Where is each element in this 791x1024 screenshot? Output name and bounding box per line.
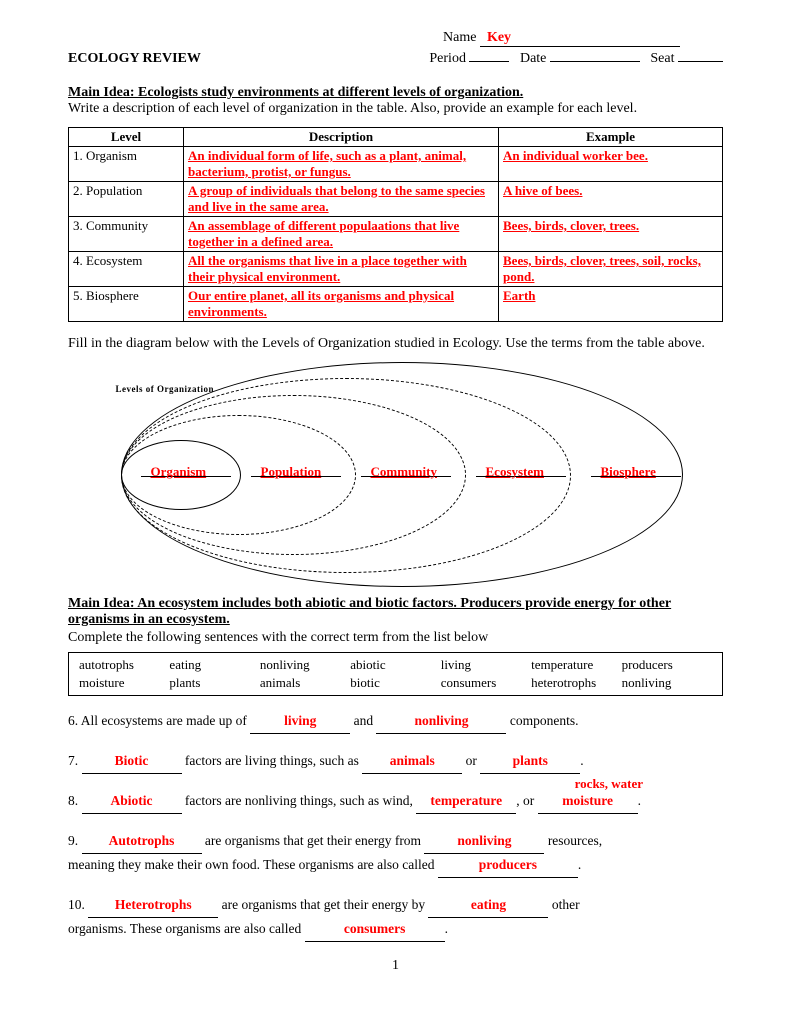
question-9: 9. Autotrophs are organisms that get the… (68, 830, 723, 878)
question-7: 7. Biotic factors are living things, suc… (68, 750, 723, 774)
th-level: Level (69, 128, 184, 147)
header-row-2: ECOLOGY REVIEW Period Date Seat (68, 51, 723, 67)
diagram-label: Population (261, 464, 322, 480)
diagram-label: Organism (151, 464, 207, 480)
th-example: Example (499, 128, 723, 147)
table-row: 5. BiosphereOur entire planet, all its o… (69, 287, 723, 322)
table-row: 1. OrganismAn individual form of life, s… (69, 147, 723, 182)
page-title: ECOLOGY REVIEW (68, 51, 201, 67)
wordbank-term: nonliving (622, 675, 712, 691)
name-label: Name (443, 30, 476, 45)
wordbank-term: eating (169, 657, 259, 673)
main-idea-1: Main Idea: Ecologists study environments… (68, 85, 723, 101)
levels-diagram: Levels of Organization Organism Populatio… (96, 360, 696, 580)
page-number: 1 (68, 958, 723, 974)
wordbank-term: biotic (350, 675, 440, 691)
wordbank-term: heterotrophs (531, 675, 621, 691)
table-row: 2. PopulationA group of individuals that… (69, 182, 723, 217)
wordbank-term: abiotic (350, 657, 440, 673)
wordbank-term: nonliving (260, 657, 350, 673)
table-row: 3. CommunityAn assemblage of different p… (69, 217, 723, 252)
wordbank: autotrophseatingnonlivingabioticlivingte… (68, 652, 723, 696)
question-6: 6. All ecosystems are made up of living … (68, 710, 723, 734)
levels-table: Level Description Example 1. OrganismAn … (68, 127, 723, 322)
diagram-label: Biosphere (601, 464, 656, 480)
wordbank-term: animals (260, 675, 350, 691)
question-8: 8. Abiotic factors are nonliving things,… (68, 790, 723, 814)
diagram-label: Community (371, 464, 437, 480)
main-idea-2: Main Idea: An ecosystem includes both ab… (68, 596, 723, 628)
period-date-seat: Period Date Seat (429, 51, 723, 67)
instruction-2: Complete the following sentences with th… (68, 630, 723, 646)
fill-instruction: Fill in the diagram below with the Level… (68, 336, 723, 352)
wordbank-term: moisture (79, 675, 169, 691)
wordbank-term: producers (622, 657, 712, 673)
diagram-title: Levels of Organization (116, 384, 215, 394)
wordbank-term: plants (169, 675, 259, 691)
wordbank-term: autotrophs (79, 657, 169, 673)
wordbank-term: temperature (531, 657, 621, 673)
diagram-label: Ecosystem (486, 464, 545, 480)
instruction-1: Write a description of each level of org… (68, 101, 723, 117)
table-header-row: Level Description Example (69, 128, 723, 147)
side-note: rocks, water (575, 776, 643, 792)
wordbank-term: living (441, 657, 531, 673)
table-row: 4. EcosystemAll the organisms that live … (69, 252, 723, 287)
name-line: Name Key (443, 30, 723, 47)
th-desc: Description (184, 128, 499, 147)
question-10: 10. Heterotrophs are organisms that get … (68, 894, 723, 942)
wordbank-term: consumers (441, 675, 531, 691)
key-answer: Key (487, 30, 511, 45)
